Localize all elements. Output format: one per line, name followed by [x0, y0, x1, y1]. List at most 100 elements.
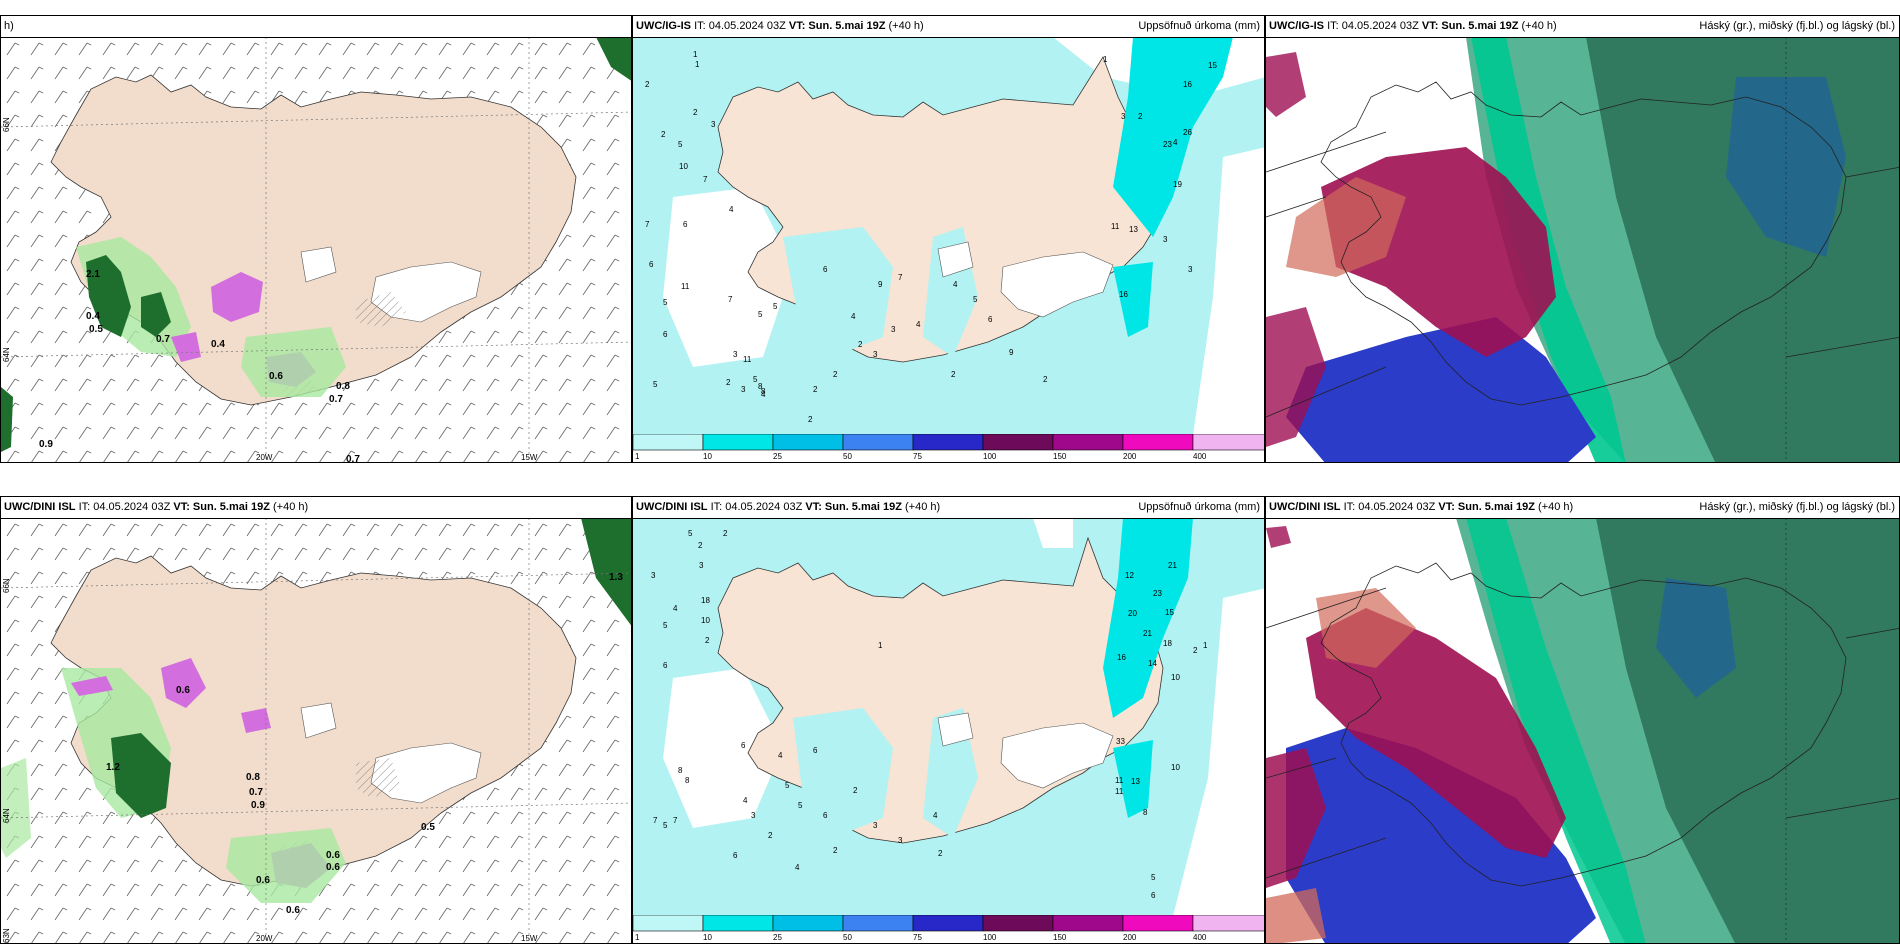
lead-time: (+40 h)	[273, 501, 309, 513]
value-label: 14	[1148, 659, 1157, 668]
cloud-high-light	[1286, 177, 1406, 277]
value-label: 3	[873, 821, 878, 830]
value-label: 0.6	[176, 685, 190, 696]
value-label: 5	[785, 781, 790, 790]
value-label: 3	[741, 385, 746, 394]
panel-header: UWC/DINI ISL IT: 04.05.2024 03Z VT: Sun.…	[633, 497, 1264, 519]
value-label: 5	[663, 298, 668, 307]
value-label: 1	[878, 641, 883, 650]
colorbar-label: 200	[1123, 933, 1137, 942]
precip-green	[241, 327, 346, 397]
value-label: 1	[695, 60, 700, 69]
value-label: 23	[1163, 140, 1172, 149]
value-label: 4	[761, 390, 766, 399]
value-label: 4	[778, 751, 783, 760]
precip-dark-green	[111, 733, 171, 818]
panel-igis-precip: UWC/IG-IS IT: 04.05.2024 03Z VT: Sun. 5.…	[632, 15, 1265, 463]
valid-time: VT: Sun. 5.mai 19Z	[1421, 20, 1519, 32]
value-label: 5	[663, 821, 668, 830]
value-label: 7	[728, 295, 733, 304]
domain-line	[1266, 757, 1337, 779]
value-label: 6	[733, 851, 738, 860]
value-label: 3	[1188, 265, 1193, 274]
valid-time: VT: Sun. 5.mai 19Z	[805, 501, 902, 513]
precip-green	[1, 387, 13, 452]
panel-dini-wind: UWC/DINI ISL IT: 04.05.2024 03Z VT: Sun.…	[0, 496, 632, 944]
precip-map: 5 2 3 2 4 5 18 10 3 2 6 8 8 7 5 7 6 4 6 …	[633, 518, 1264, 916]
colorbar-swatch	[633, 434, 704, 451]
colorbar-swatch	[1052, 434, 1124, 451]
value-label: 0.8	[246, 772, 260, 783]
value-label: 2	[1193, 646, 1198, 655]
value-label: 3	[711, 120, 716, 129]
value-label: 2	[951, 370, 956, 379]
value-label: 3	[1163, 235, 1168, 244]
value-label: 5	[688, 529, 693, 538]
precip-map: 1 1 2 2 3 2 5 7 10 6 4 7 6 5 5 6 11 2 3 …	[633, 37, 1264, 435]
colorbar-swatch	[1192, 915, 1264, 932]
colorbar-swatch	[1122, 915, 1194, 932]
value-label: 16	[1119, 290, 1128, 299]
lat-label: 66N	[2, 578, 11, 593]
domain-line	[1845, 166, 1899, 178]
init-time: IT: 04.05.2024 03Z	[694, 20, 786, 32]
colorbar-label: 150	[1053, 933, 1067, 942]
value-label: 7	[645, 220, 650, 229]
colorbar: 1 10 25 50 75 100 150 200 400	[633, 434, 1264, 462]
colorbar-swatch	[1122, 434, 1194, 451]
value-label: 2	[808, 415, 813, 424]
glacier	[1000, 722, 1114, 789]
value-label: 4	[673, 604, 678, 613]
value-label: 7	[653, 816, 658, 825]
value-label: 0.9	[251, 800, 265, 811]
value-label: 0.6	[286, 905, 300, 916]
value-label: 0.8	[336, 381, 350, 392]
value-label: 6	[1151, 891, 1156, 900]
valid-time: VT: Sun. 5.mai 19Z	[173, 501, 270, 513]
value-label: 0.9	[39, 439, 53, 450]
value-label: 9	[878, 280, 883, 289]
cloud-map	[1266, 518, 1899, 943]
value-label: 3	[873, 350, 878, 359]
colorbar-label: 25	[773, 933, 782, 942]
value-label: 1	[693, 50, 698, 59]
cloud-high	[1266, 526, 1291, 548]
precip-corridor	[783, 227, 893, 357]
value-label: 2	[833, 370, 838, 379]
value-label: 5	[758, 310, 763, 319]
value-label: 3	[898, 836, 903, 845]
panel-dini-clouds: UWC/DINI ISL IT: 04.05.2024 03Z VT: Sun.…	[1265, 496, 1900, 944]
value-label: 5	[753, 375, 758, 384]
parallel	[1, 802, 631, 819]
precip-green	[226, 828, 346, 903]
value-label: 2	[705, 636, 710, 645]
value-label: 6	[741, 741, 746, 750]
cloud-high-light	[1266, 888, 1326, 943]
value-label: 9	[1009, 348, 1014, 357]
cloud-blue	[1656, 578, 1736, 698]
value-label: 0.7	[346, 454, 360, 463]
precip-strong	[1113, 262, 1153, 337]
colorbar-swatches	[633, 434, 1264, 451]
value-label: 16	[1117, 653, 1126, 662]
colorbar-label: 10	[703, 452, 712, 461]
value-label: 0.6	[326, 862, 340, 873]
lat-label: 64N	[2, 808, 11, 823]
model-name: UWC/DINI ISL	[4, 501, 76, 513]
value-label: 10	[1171, 763, 1180, 772]
colorbar-label: 100	[983, 933, 997, 942]
value-label: 2	[833, 846, 838, 855]
panel-header: UWC/DINI ISL IT: 04.05.2024 03Z VT: Sun.…	[1266, 497, 1899, 519]
value-label: 18	[701, 596, 710, 605]
init-time: IT: 04.05.2024 03Z	[710, 501, 803, 513]
value-label: 33	[1116, 737, 1125, 746]
value-label: 0.4	[86, 311, 100, 322]
colorbar-swatch	[842, 915, 914, 932]
value-label: 8	[761, 387, 766, 396]
colorbar-label: 50	[843, 933, 852, 942]
colorbar-swatch	[1192, 434, 1264, 451]
value-label: 0.4	[211, 339, 225, 350]
value-label: 4	[729, 205, 734, 214]
value-label: 5	[1151, 873, 1156, 882]
precip-magenta	[171, 332, 201, 362]
